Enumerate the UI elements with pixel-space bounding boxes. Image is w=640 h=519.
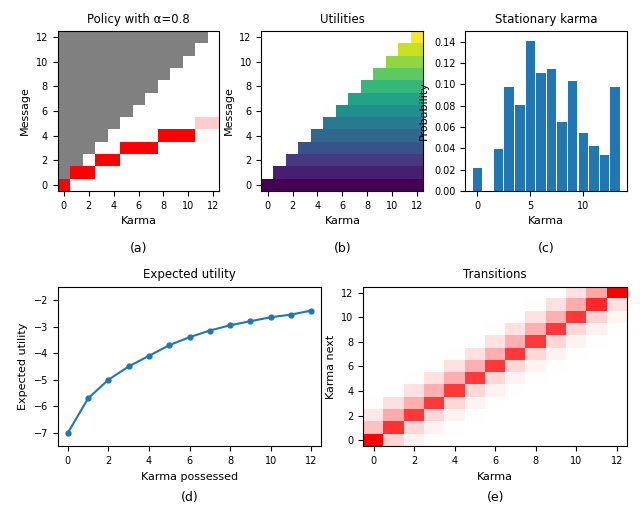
Bar (494, 149, 504, 191)
X-axis label: Karma: Karma (477, 472, 513, 482)
Title: Stationary karma: Stationary karma (495, 13, 598, 26)
Bar (536, 73, 546, 191)
Bar (579, 133, 588, 191)
Y-axis label: Message: Message (224, 87, 234, 135)
Text: (b): (b) (333, 242, 351, 255)
Y-axis label: Probability: Probability (419, 81, 429, 141)
Y-axis label: Message: Message (20, 87, 30, 135)
Bar (525, 40, 535, 191)
Y-axis label: Karma next: Karma next (326, 334, 336, 399)
X-axis label: Karma: Karma (120, 216, 157, 226)
Bar (547, 70, 556, 191)
Y-axis label: Expected utility: Expected utility (18, 323, 28, 410)
X-axis label: Karma: Karma (324, 216, 360, 226)
Text: (e): (e) (486, 491, 504, 504)
Text: (a): (a) (130, 242, 147, 255)
Bar (473, 169, 482, 191)
X-axis label: Karma: Karma (528, 216, 564, 226)
Bar (504, 87, 514, 191)
Title: Transitions: Transitions (463, 268, 527, 281)
Bar (515, 105, 525, 191)
Title: Utilities: Utilities (320, 13, 365, 26)
Title: Policy with α=0.8: Policy with α=0.8 (87, 13, 190, 26)
Bar (589, 146, 598, 191)
Bar (568, 81, 577, 191)
Bar (600, 155, 609, 191)
Text: (d): (d) (180, 491, 198, 504)
Bar (557, 121, 567, 191)
Title: Expected utility: Expected utility (143, 268, 236, 281)
X-axis label: Karma possessed: Karma possessed (141, 472, 238, 482)
Text: (c): (c) (538, 242, 555, 255)
Bar (611, 87, 620, 191)
